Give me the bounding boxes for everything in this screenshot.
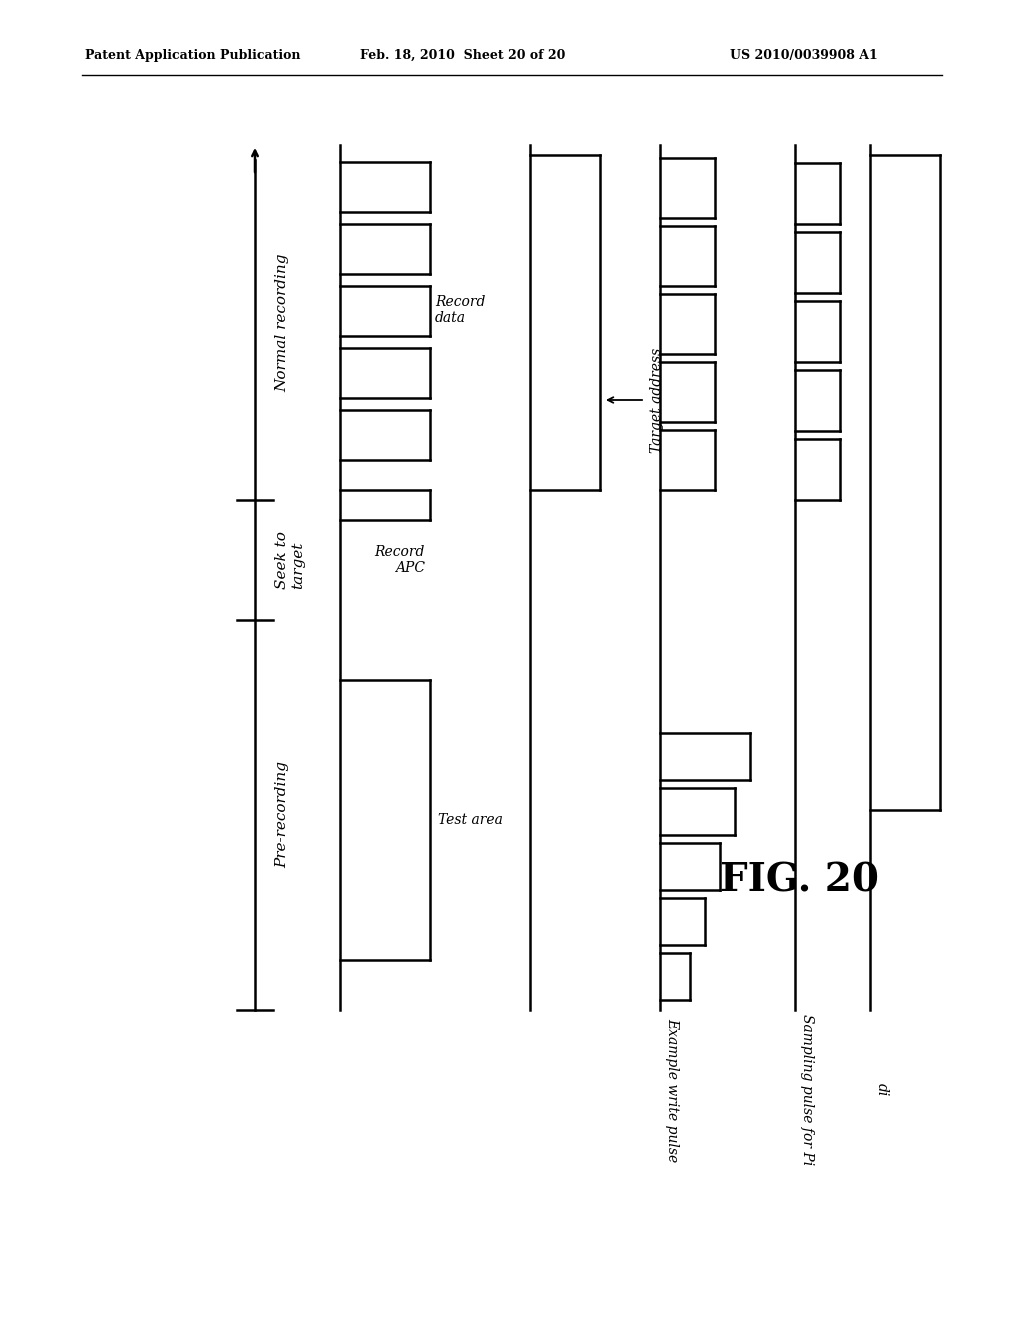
Text: US 2010/0039908 A1: US 2010/0039908 A1 [730, 49, 878, 62]
Text: Record
APC: Record APC [375, 545, 425, 576]
Text: Pre-recording: Pre-recording [275, 762, 289, 869]
Text: Normal recording: Normal recording [275, 253, 289, 392]
Text: Seek to
target: Seek to target [275, 531, 305, 589]
Text: Test area: Test area [438, 813, 503, 828]
Text: Patent Application Publication: Patent Application Publication [85, 49, 300, 62]
Text: Target address: Target address [650, 347, 664, 453]
Text: Feb. 18, 2010  Sheet 20 of 20: Feb. 18, 2010 Sheet 20 of 20 [360, 49, 565, 62]
Text: FIG. 20: FIG. 20 [720, 861, 879, 899]
Text: Example write pulse: Example write pulse [665, 1018, 679, 1162]
Text: Record
data: Record data [435, 294, 485, 325]
Text: Sampling pulse for Pi: Sampling pulse for Pi [800, 1014, 814, 1166]
Text: di: di [874, 1084, 889, 1097]
